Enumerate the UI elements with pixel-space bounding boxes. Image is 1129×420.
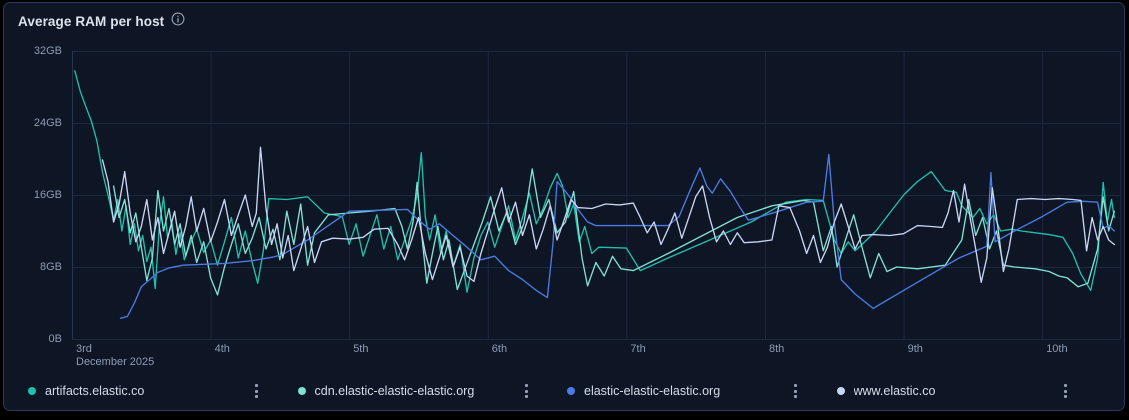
x-axis-label: 10th (1046, 343, 1068, 355)
vertical-dots-icon (1063, 389, 1067, 393)
info-icon[interactable] (171, 12, 185, 31)
legend-item-label[interactable]: artifacts.elastic.co (45, 384, 145, 398)
x-axis-label: 3rd December 2025 (76, 343, 155, 368)
vertical-dots-icon (794, 395, 797, 398)
line-chart-plot-area[interactable] (4, 3, 1126, 412)
x-axis-label: 9th (907, 343, 923, 355)
vertical-dots-icon (1063, 384, 1067, 387)
y-axis: 0B 8GB 16GB 24GB 32GB (4, 3, 62, 412)
panel-header: Average RAM per host (18, 11, 185, 31)
ram-chart-panel: Average RAM per host 0B 8GB 16GB 24GB 32GB 3… (3, 2, 1125, 411)
vertical-dots-icon (1063, 395, 1067, 398)
vertical-dots-icon (794, 384, 797, 387)
y-axis-label: 8GB (39, 261, 62, 273)
legend-actions-button[interactable] (250, 382, 264, 400)
vertical-dots-icon (255, 389, 258, 393)
legend-item[interactable]: artifacts.elastic.co (28, 382, 298, 400)
x-axis-label: 8th (769, 343, 785, 355)
chart-gridlines (72, 51, 1121, 340)
y-axis-label: 16GB (33, 189, 62, 201)
legend-color-dot (297, 387, 306, 395)
series-line-cdn.elastic-elastic-elastic.org (112, 168, 1115, 296)
legend-actions-button[interactable] (1058, 382, 1072, 400)
legend-color-dot (567, 387, 575, 395)
legend-actions-button[interactable] (519, 382, 533, 400)
legend-color-dot (836, 387, 845, 395)
vertical-dots-icon (794, 389, 797, 393)
x-axis-label: 6th (491, 343, 508, 355)
legend-actions-button[interactable] (789, 382, 803, 400)
vertical-dots-icon (255, 384, 258, 387)
y-axis-label: 24GB (33, 117, 62, 129)
panel-title: Average RAM per host (18, 13, 165, 29)
x-axis-context-label: December 2025 (76, 356, 155, 368)
y-axis-label: 0B (48, 333, 62, 345)
x-axis-label: 5th (353, 343, 369, 355)
legend: artifacts.elastic.co cdn.elastic-elastic-… (28, 377, 1106, 405)
x-axis-label: 4th (214, 343, 230, 355)
x-axis-label: 7th (630, 343, 646, 355)
legend-item-label[interactable]: elastic-elastic-elastic.org (584, 384, 721, 398)
chart-series-lines (74, 70, 1115, 319)
vertical-dots-icon (524, 384, 528, 387)
y-axis-label: 32GB (33, 45, 62, 57)
legend-item-label[interactable]: www.elastic.co (853, 384, 936, 398)
series-line-elastic-elastic-elastic.org (119, 153, 1115, 319)
legend-item[interactable]: cdn.elastic-elastic-elastic.org (297, 382, 568, 400)
legend-item[interactable]: www.elastic.co (836, 382, 1107, 400)
vertical-dots-icon (255, 395, 258, 398)
legend-item[interactable]: elastic-elastic-elastic.org (567, 382, 837, 400)
legend-item-label[interactable]: cdn.elastic-elastic-elastic.org (314, 384, 475, 398)
vertical-dots-icon (524, 395, 528, 398)
series-line-www.elastic.co (101, 146, 1115, 283)
legend-color-dot (28, 387, 36, 395)
vertical-dots-icon (524, 389, 528, 393)
